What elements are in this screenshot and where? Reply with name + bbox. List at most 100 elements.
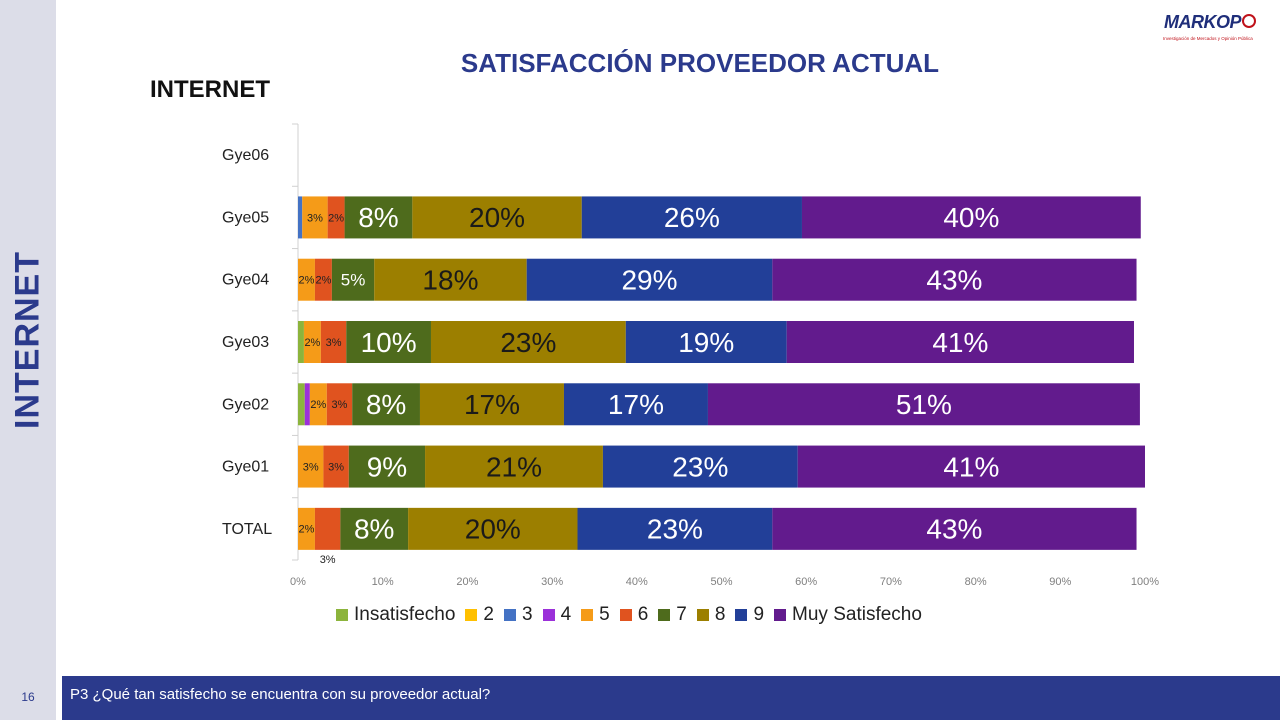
bar-segment [298,507,315,550]
legend-label: 5 [599,604,610,625]
legend-swatch [336,609,348,621]
data-label: 17% [464,389,520,420]
bar-segment [327,196,345,239]
bar-segment [563,383,708,426]
legend-swatch [465,609,478,621]
x-tick-label: 100% [1131,576,1159,588]
bar-segment [298,383,305,426]
bar-segment [348,445,426,488]
slide-title: SATISFACCIÓN PROVEEDOR ACTUAL [460,48,940,78]
legend-item: 2 [465,604,494,626]
x-tick-label: 60% [795,576,817,588]
bar-segment [304,383,310,426]
data-label: 9% [367,451,407,482]
logo-text: MARKOP [1164,12,1242,32]
stacked-bar-chart: 0% 10% 20% 30% 40% 50% 60% 70% 80% 90% 100% Gye06 Gy… [222,123,1159,588]
bar-segment [419,383,564,426]
data-label: 3% [307,212,323,224]
legend-item: 7 [658,604,687,626]
markop-logo: MARKOP Investigación de Mercados y Opini… [1160,12,1268,46]
x-tick-label: 0% [290,576,306,588]
bar-segment [408,507,578,550]
data-label: 29% [621,265,677,296]
chart-legend: Insatisfecho 2 3 4 5 6 7 8 9 Muy Satisfecho [336,604,922,626]
x-tick-label: 10% [372,576,394,588]
bar-segment [797,445,1145,488]
category-label: Gye06 [222,147,269,164]
data-label: 3% [332,399,348,411]
data-label: 18% [422,265,478,296]
bar-segment [707,383,1140,426]
bar-segment [320,321,347,363]
bar-segment [309,383,327,426]
data-label: 2% [299,524,315,536]
category-label: Gye03 [222,334,269,351]
data-label: 2% [310,399,326,411]
legend-label: 4 [560,604,572,625]
data-label: 2% [304,337,320,349]
bar-segment [298,196,303,239]
data-label: 2% [328,212,344,224]
category-label: TOTAL [222,521,272,538]
legend-label: 7 [676,604,687,625]
bar-segment [801,196,1141,239]
bar-segment [314,258,332,301]
bar-segment [581,196,802,239]
data-label: 21% [486,451,542,482]
bar-segment [430,321,626,363]
data-label: 43% [926,514,982,545]
data-label: 10% [361,327,417,358]
data-label: 19% [678,327,734,358]
bar-segment [577,507,773,550]
bar-segment [602,445,798,488]
data-label: 51% [896,389,952,420]
data-label: 3% [320,554,336,566]
data-label: 20% [465,514,521,545]
page-number: 16 [21,690,35,704]
bar-segment [314,507,341,550]
data-label: 41% [943,451,999,482]
legend-swatch [774,609,787,621]
legend-label: Muy Satisfecho [792,604,922,625]
x-tick-label: 80% [965,576,987,588]
data-label: 20% [469,202,525,233]
bar-segment [344,196,413,239]
magnifier-icon [1242,14,1256,28]
legend-swatch [542,609,555,621]
category-label: Gye01 [222,459,269,476]
data-label: 5% [341,271,366,290]
bar-segment [346,321,431,363]
bar-segment [298,258,315,301]
category-label: Gye04 [222,272,269,289]
data-label: 23% [672,451,728,482]
legend-item: 8 [696,604,725,626]
x-tick-label: 70% [880,576,902,588]
legend-label: 6 [637,604,649,625]
legend-item: Muy Satisfecho [774,604,922,626]
bar-segment [323,445,349,488]
bar-segment [303,321,321,363]
category-label: Gye05 [222,209,269,226]
data-label: 8% [366,389,406,420]
legend-swatch [658,609,671,621]
legend-swatch [696,609,709,621]
legend-label: 3 [521,604,533,625]
footer-bar [62,676,1280,720]
x-tick-label: 20% [456,576,478,588]
legend-swatch [619,609,632,621]
data-label: 23% [647,514,703,545]
data-label: 2% [299,275,315,287]
bar-segment [772,258,1137,301]
bar-segment [298,445,324,488]
legend-label: 9 [753,604,765,625]
bar-segment [526,258,773,301]
bar-segment [298,321,304,363]
bar-segment [425,445,603,488]
legend-item: 4 [542,604,572,626]
legend-item: 3 [503,604,533,626]
data-label: 3% [328,461,344,473]
bar-segment [412,196,582,239]
legend-swatch [581,609,594,621]
data-label: 40% [943,202,999,233]
legend-label: Insatisfecho [354,604,456,625]
